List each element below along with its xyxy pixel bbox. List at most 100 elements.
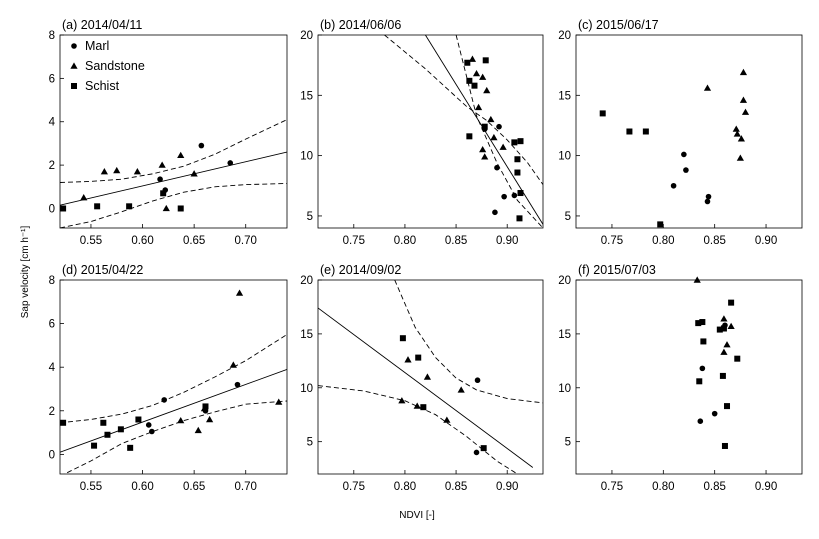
schist-point xyxy=(60,419,67,426)
y-tick-label: 2 xyxy=(49,160,55,172)
schist-point xyxy=(177,205,184,212)
schist-point xyxy=(734,355,741,362)
panel-title: (b) 2014/06/06 xyxy=(320,18,401,32)
regression-line xyxy=(60,151,287,206)
schist-point xyxy=(94,203,101,210)
ci-lower-line xyxy=(63,400,287,474)
legend-label-schist: Schist xyxy=(85,79,120,93)
marl-point xyxy=(494,164,500,171)
x-tick-label: 0.75 xyxy=(343,481,365,493)
sandstone-point xyxy=(190,170,198,177)
schist-point xyxy=(696,378,703,385)
panel-frame xyxy=(59,279,288,475)
y-tick-label: 4 xyxy=(49,117,56,129)
panel-title: (d) 2015/04/22 xyxy=(62,263,143,277)
x-tick-label: 0.60 xyxy=(131,235,153,247)
sandstone-point xyxy=(481,153,489,160)
schist-point xyxy=(517,138,524,145)
schist-point xyxy=(91,442,98,449)
y-tick-label: 10 xyxy=(300,151,313,163)
sandstone-point xyxy=(423,373,432,380)
panel-title: (a) 2014/04/11 xyxy=(62,18,142,32)
schist-point xyxy=(466,133,473,140)
sandstone-point xyxy=(479,145,487,153)
schist-point xyxy=(517,190,524,197)
y-tick-label: 5 xyxy=(565,211,571,223)
panel-frame xyxy=(59,34,288,229)
x-tick-label: 0.65 xyxy=(183,235,205,247)
schist-point xyxy=(642,128,649,135)
sandstone-point xyxy=(206,415,214,423)
marl-point xyxy=(145,422,152,428)
panels: (a) 2014/04/11 0.55 0.60 0.65 0.70 0 2 4 6 8 Marl S… xyxy=(49,18,803,493)
schist-point xyxy=(657,221,664,228)
marl-point xyxy=(496,123,502,130)
ci-lower-line xyxy=(60,183,287,228)
x-tick-label: 0.80 xyxy=(394,235,416,247)
schist-point xyxy=(516,215,523,222)
sandstone-point xyxy=(703,84,712,91)
y-tick-label: 15 xyxy=(558,329,571,341)
y-tick-label: 0 xyxy=(49,449,55,461)
fit-lines xyxy=(60,119,287,228)
schist-point xyxy=(728,299,735,306)
schist-point xyxy=(117,426,124,433)
y-tick-label: 20 xyxy=(300,30,313,42)
schist-point xyxy=(720,325,727,332)
marl-point xyxy=(711,410,718,417)
schist-point xyxy=(464,59,471,66)
marl-point xyxy=(681,151,687,158)
legend-label-sandstone: Sandstone xyxy=(85,59,145,73)
fit-lines xyxy=(384,35,543,228)
y-tick-label: 6 xyxy=(49,319,55,331)
sandstone-point xyxy=(413,402,421,409)
marl-point xyxy=(501,193,507,200)
x-tick-label: 0.70 xyxy=(235,481,257,493)
chart-panel-2: (b) 2014/06/06 0.75 0.80 0.85 0.90 5 10 15 20 xyxy=(300,18,544,247)
y-tick-label: 5 xyxy=(307,211,313,223)
x-tick-label: 0.80 xyxy=(652,235,674,247)
sandstone-point xyxy=(404,356,412,363)
sandstone-point xyxy=(100,168,108,175)
schist-point xyxy=(126,203,133,210)
schist-point xyxy=(482,57,489,64)
ci-lower-line xyxy=(318,385,518,474)
schist-point xyxy=(60,205,67,212)
marl-point xyxy=(161,397,168,403)
sandstone-point xyxy=(133,168,141,175)
x-tick-label: 0.75 xyxy=(601,235,623,247)
sandstone-point xyxy=(177,151,185,159)
y-tick-label: 2 xyxy=(49,406,55,418)
regression-line xyxy=(318,307,534,468)
ci-upper-line xyxy=(60,334,287,424)
schist-point xyxy=(716,326,723,333)
x-tick-label: 0.85 xyxy=(703,481,725,493)
schist-point xyxy=(100,419,107,426)
panel-frame xyxy=(575,34,803,229)
x-tick-label: 0.85 xyxy=(445,235,467,247)
y-tick-label: 5 xyxy=(307,437,313,449)
marl-point xyxy=(699,365,706,372)
y-tick-label: 4 xyxy=(49,362,56,374)
chart-panel-4: (d) 2015/04/22 0.55 0.60 0.65 0.70 0 2 4 6 8 xyxy=(49,263,288,493)
panel-frame xyxy=(317,279,544,475)
x-tick-label: 0.55 xyxy=(80,235,102,247)
x-tick-label: 0.90 xyxy=(755,481,777,493)
chart-panel-1: (a) 2014/04/11 0.55 0.60 0.65 0.70 0 2 4 6 8 Marl S… xyxy=(49,18,288,247)
marl-point xyxy=(474,377,481,384)
fit-lines xyxy=(318,280,543,474)
schist-point xyxy=(514,156,521,163)
schist-point xyxy=(135,416,142,423)
legend-label-marl: Marl xyxy=(85,39,109,53)
schist-point xyxy=(415,354,422,361)
sandstone-point xyxy=(693,276,701,283)
schist-point xyxy=(202,403,209,410)
schist-point xyxy=(160,190,167,197)
sandstone-point xyxy=(275,398,283,405)
sandstone-point xyxy=(727,322,735,330)
panel-title: (c) 2015/06/17 xyxy=(578,18,659,32)
x-tick-label: 0.60 xyxy=(131,481,153,493)
y-tick-label: 15 xyxy=(558,90,571,102)
marl-point xyxy=(473,449,480,456)
x-tick-label: 0.90 xyxy=(496,481,518,493)
